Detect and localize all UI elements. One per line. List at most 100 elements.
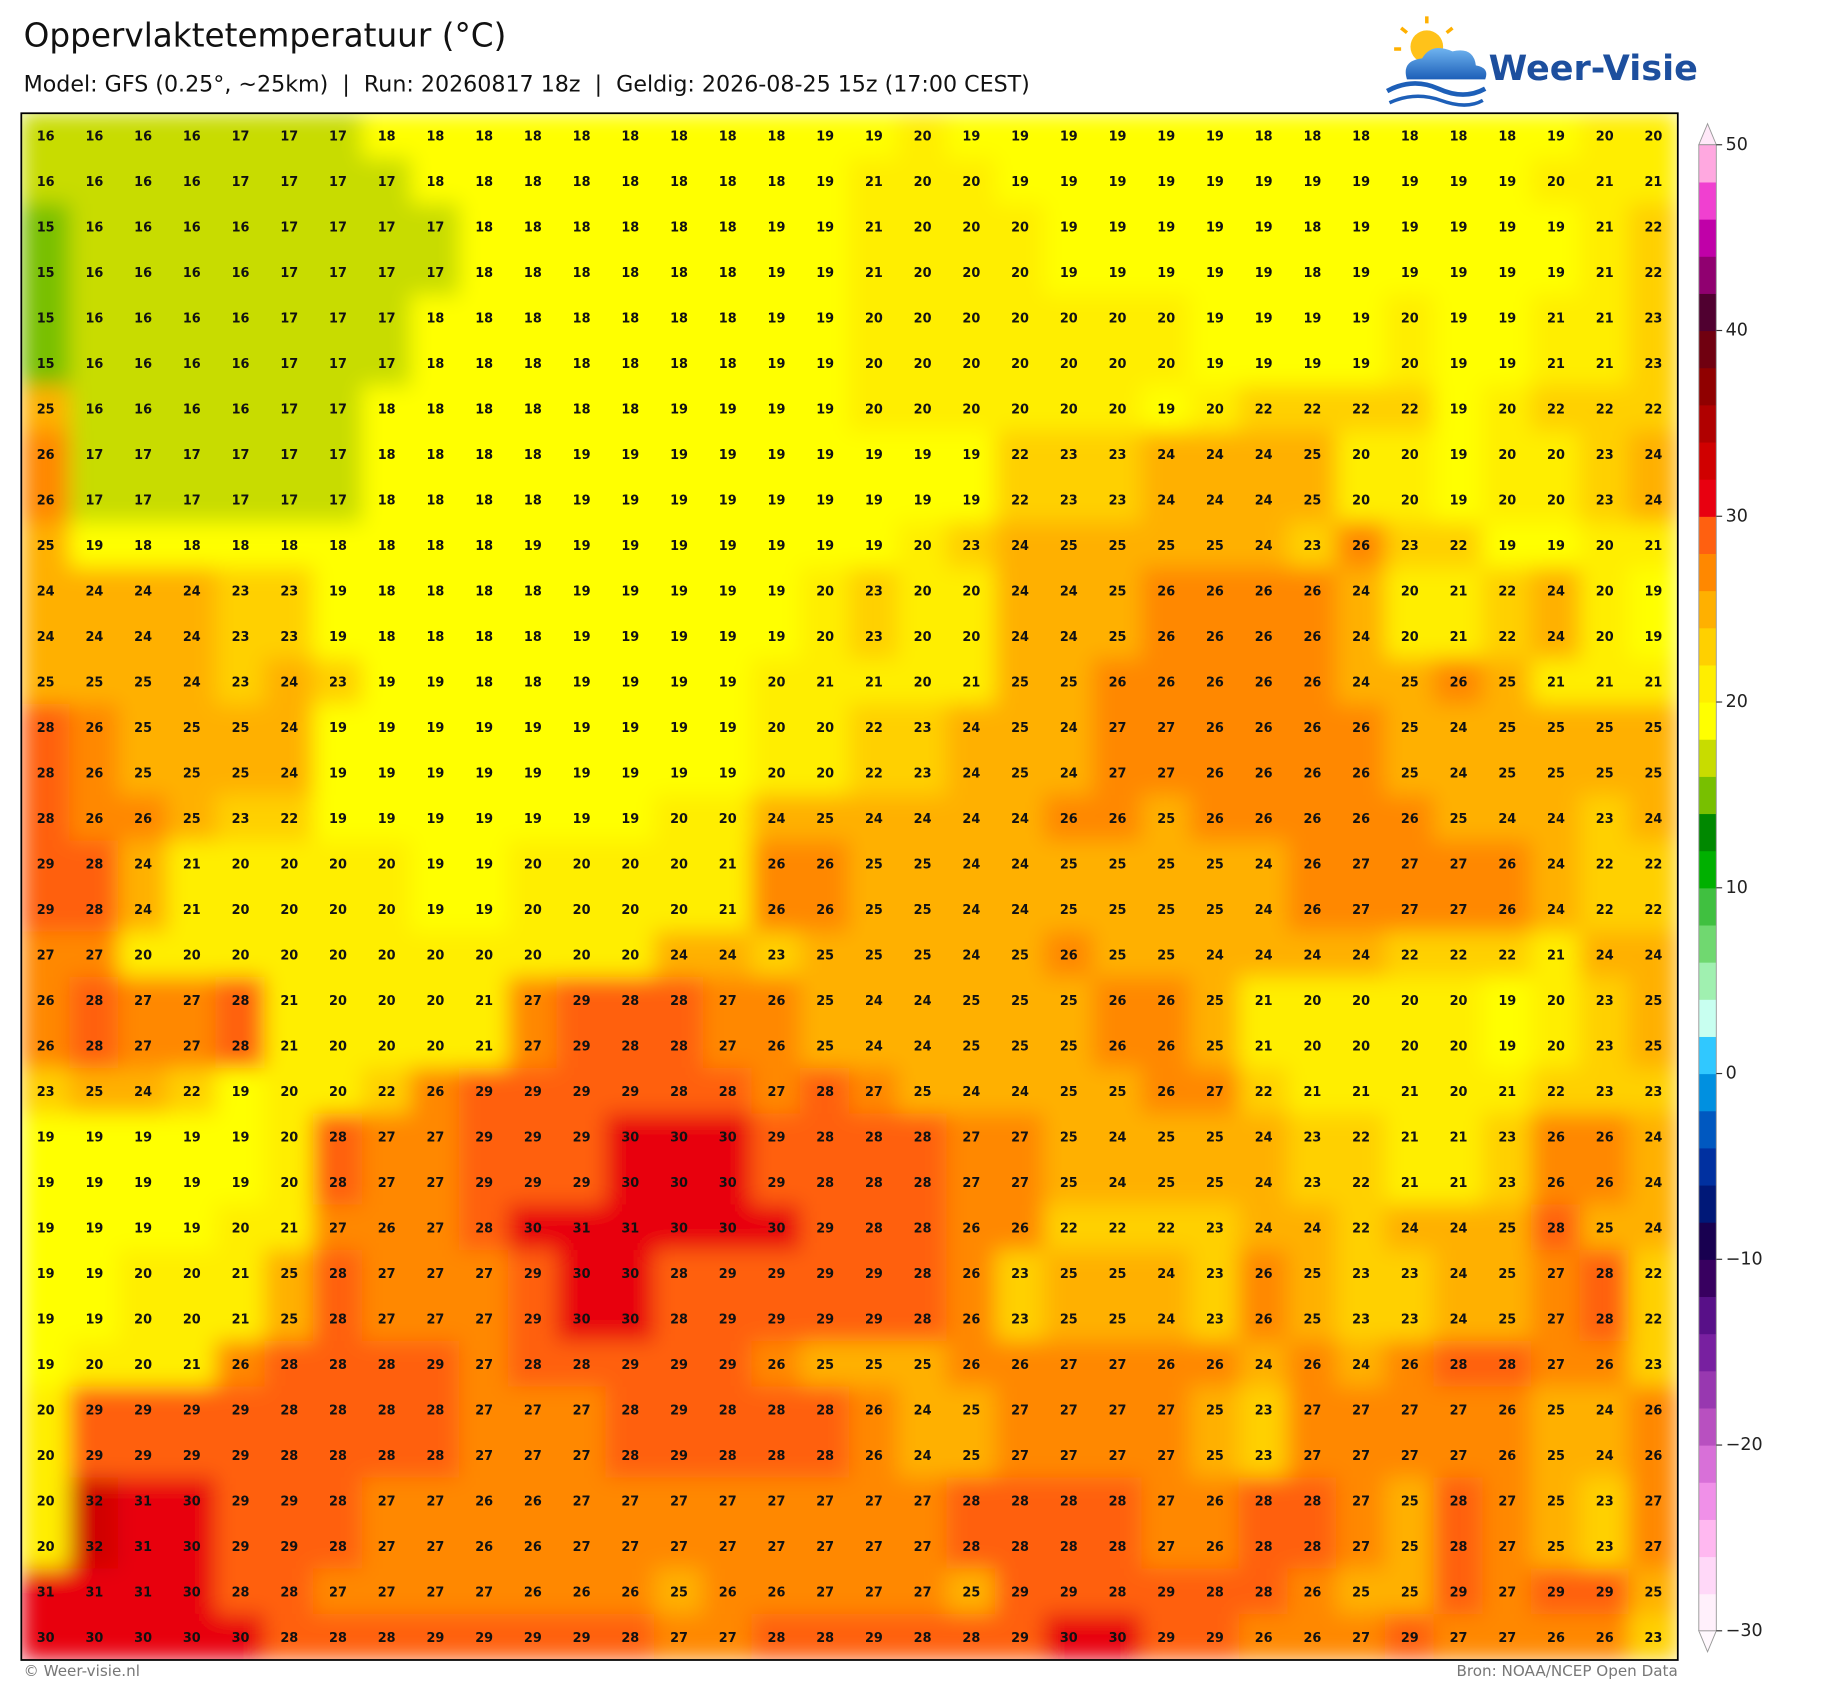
temperature-cell <box>361 1022 412 1070</box>
temperature-label: 23 <box>1596 812 1614 827</box>
temperature-cell <box>215 158 266 205</box>
temperature-cell <box>1433 1568 1484 1616</box>
temperature-label: 19 <box>670 767 688 782</box>
temperature-label: 29 <box>426 1631 444 1646</box>
temperature-cell <box>1092 1249 1143 1297</box>
temperature-cell <box>1092 1340 1143 1388</box>
temperature-label: 20 <box>85 1358 103 1373</box>
temperature-label: 18 <box>183 539 201 554</box>
temperature-label: 27 <box>768 1494 786 1509</box>
temperature-label: 25 <box>1109 1312 1127 1327</box>
temperature-label: 21 <box>719 903 737 918</box>
temperature-cell <box>264 203 315 251</box>
temperature-cell <box>605 1522 656 1570</box>
temperature-label: 18 <box>621 312 639 327</box>
temperature-cell <box>21 158 71 205</box>
temperature-cell <box>751 704 802 751</box>
temperature-label: 28 <box>670 1312 688 1327</box>
temperature-cell <box>118 795 169 842</box>
temperature-cell <box>654 1477 704 1525</box>
temperature-cell <box>313 1204 363 1252</box>
temperature-cell <box>946 977 997 1024</box>
temperature-label: 18 <box>1450 130 1468 145</box>
temperature-cell <box>69 431 120 478</box>
temperature-label: 19 <box>426 903 444 918</box>
temperature-cell <box>556 658 607 706</box>
temperature-label: 21 <box>1547 676 1565 691</box>
temperature-label: 29 <box>524 1631 542 1646</box>
temperature-label: 20 <box>1498 403 1516 418</box>
temperature-label: 21 <box>232 1312 250 1327</box>
colorbar-segment <box>1698 664 1717 703</box>
temperature-label: 19 <box>1450 312 1468 327</box>
temperature-label: 23 <box>1596 494 1614 509</box>
temperature-cell <box>21 340 71 387</box>
temperature-cell <box>897 1613 948 1660</box>
temperature-label: 18 <box>426 403 444 418</box>
temperature-cell <box>751 1613 802 1660</box>
temperature-cell <box>1238 1022 1289 1070</box>
temperature-cell <box>995 1477 1046 1525</box>
temperature-cell <box>848 1295 899 1343</box>
temperature-cell <box>361 1249 412 1297</box>
temperature-cell <box>946 749 997 797</box>
temperature-label: 25 <box>1060 1176 1078 1191</box>
temperature-label: 19 <box>37 1312 55 1327</box>
temperature-label: 16 <box>134 312 152 327</box>
temperature-label: 28 <box>1060 1494 1078 1509</box>
temperature-cell <box>946 1204 997 1252</box>
temperature-cell <box>1579 1613 1630 1660</box>
temperature-cell <box>1628 294 1678 342</box>
temperature-label: 29 <box>232 1494 250 1509</box>
temperature-cell <box>313 431 363 478</box>
temperature-cell <box>1628 977 1678 1024</box>
temperature-cell <box>215 476 266 524</box>
temperature-cell <box>848 1568 899 1616</box>
temperature-cell <box>1336 1340 1387 1388</box>
temperature-cell <box>1092 1067 1143 1115</box>
temperature-cell <box>1433 1340 1484 1388</box>
temperature-label: 23 <box>768 949 786 964</box>
temperature-cell <box>1384 749 1435 797</box>
temperature-label: 23 <box>1109 448 1127 463</box>
temperature-label: 24 <box>1450 1267 1468 1282</box>
temperature-cell <box>507 158 558 205</box>
temperature-cell <box>1531 431 1581 478</box>
temperature-label: 18 <box>670 266 688 281</box>
temperature-cell <box>654 158 704 205</box>
temperature-label: 28 <box>378 1403 396 1418</box>
temperature-label: 17 <box>85 448 103 463</box>
temperature-label: 24 <box>1401 1221 1419 1236</box>
temperature-label: 28 <box>1450 1540 1468 1555</box>
temperature-cell <box>459 931 510 979</box>
temperature-label: 19 <box>573 767 591 782</box>
temperature-label: 25 <box>914 1085 932 1100</box>
temperature-cell <box>361 1568 412 1616</box>
temperature-label: 30 <box>621 1312 639 1327</box>
temperature-label: 29 <box>134 1449 152 1464</box>
temperature-cell <box>702 704 753 751</box>
temperature-label: 23 <box>1011 1312 1029 1327</box>
temperature-label: 19 <box>768 312 786 327</box>
temperature-label: 28 <box>621 1449 639 1464</box>
temperature-label: 27 <box>621 1540 639 1555</box>
temperature-cell <box>1628 249 1678 296</box>
temperature-label: 20 <box>1401 994 1419 1009</box>
temperature-cell <box>1190 431 1240 478</box>
temperature-label: 24 <box>1644 949 1662 964</box>
temperature-label: 27 <box>85 949 103 964</box>
temperature-cell <box>1141 476 1192 524</box>
temperature-cell <box>1628 203 1678 251</box>
temperature-cell <box>313 1340 363 1388</box>
temperature-cell <box>1238 1158 1289 1206</box>
temperature-label: 24 <box>768 812 786 827</box>
temperature-cell <box>215 1431 266 1479</box>
temperature-cell <box>702 795 753 842</box>
temperature-cell <box>1384 795 1435 842</box>
temperature-label: 25 <box>1109 858 1127 873</box>
temperature-cell <box>605 931 656 979</box>
temperature-label: 27 <box>816 1540 834 1555</box>
temperature-cell <box>1628 1431 1678 1479</box>
temperature-label: 22 <box>1644 1312 1662 1327</box>
temperature-cell <box>1628 1568 1678 1616</box>
